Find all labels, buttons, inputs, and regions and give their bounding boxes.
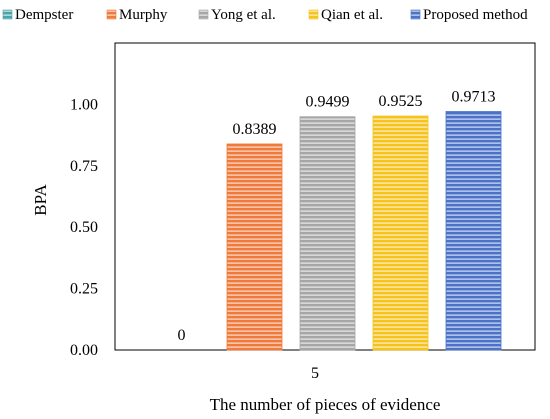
y-axis-label: BPA	[31, 184, 50, 216]
bar	[299, 116, 356, 351]
y-tick-label: 0.75	[70, 158, 98, 175]
y-axis: 0.00 0.25 0.50 0.75 1.00	[70, 96, 98, 359]
data-label: 0	[178, 327, 186, 344]
data-label: 0.9499	[306, 94, 350, 111]
legend: Dempster Murphy Yong et al. Qian et al. Prop…	[2, 7, 528, 23]
y-tick-label: 0.50	[70, 219, 98, 236]
legend-label: Qian et al.	[321, 7, 383, 23]
y-tick-label: 0.25	[70, 281, 98, 298]
legend-label: Yong et al.	[211, 7, 276, 23]
bars	[226, 111, 502, 351]
bar	[372, 115, 429, 351]
legend-swatch	[410, 9, 421, 20]
y-tick-label: 0.00	[70, 342, 98, 359]
data-label: 0.9525	[379, 93, 423, 110]
legend-swatch	[198, 9, 209, 20]
legend-swatch	[106, 9, 117, 20]
x-axis-label: The number of pieces of evidence	[210, 395, 441, 414]
legend-label: Proposed method	[423, 7, 528, 23]
data-label: 0.8389	[233, 121, 277, 138]
x-tick-label: 5	[311, 365, 319, 382]
legend-swatch	[2, 9, 13, 20]
bar	[226, 143, 283, 351]
y-tick-label: 1.00	[70, 96, 98, 113]
legend-swatch	[308, 9, 319, 20]
bar	[445, 111, 502, 351]
data-label: 0.9713	[452, 88, 496, 105]
legend-label: Murphy	[119, 7, 168, 23]
legend-label: Dempster	[15, 7, 73, 23]
data-labels: 0 0.8389 0.9499 0.9525 0.9713	[178, 88, 496, 344]
